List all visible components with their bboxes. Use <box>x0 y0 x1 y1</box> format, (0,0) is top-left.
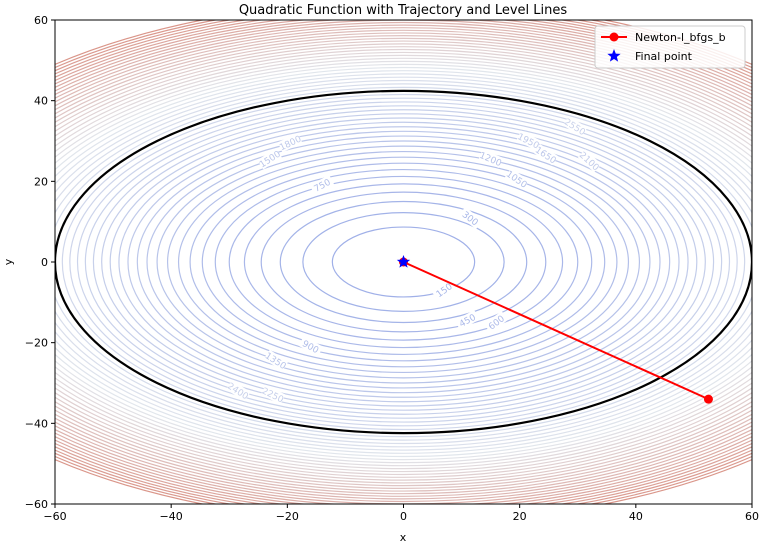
trajectory-line <box>403 261 709 401</box>
contour-line <box>55 35 752 489</box>
y-tick-label: 0 <box>41 256 48 269</box>
y-tick-label: −60 <box>25 498 48 511</box>
contour-label-bg <box>484 311 509 334</box>
contour-label-bg <box>431 278 457 301</box>
contour-label-bg <box>458 206 483 230</box>
x-tick-label: −20 <box>276 510 299 523</box>
contour-line <box>302 212 505 312</box>
contour-line <box>189 156 618 368</box>
final-point-star <box>396 255 411 268</box>
contour-line <box>55 32 752 492</box>
contour-line <box>55 37 752 487</box>
contour-label-bg <box>260 384 286 405</box>
axis-ticks: −60 −40 −20 0 20 40 60 −60 −40 −20 0 20 40 60 <box>25 14 759 523</box>
x-tick-label: 60 <box>745 510 759 523</box>
contour-label-bg <box>454 309 480 331</box>
y-tick-label: 60 <box>34 14 48 27</box>
contour-line <box>55 54 752 470</box>
contour-label-bg <box>562 115 588 137</box>
contour-label-bg <box>533 144 559 166</box>
y-tick-label: −20 <box>25 337 48 350</box>
contour-line <box>55 22 752 502</box>
contour-line <box>279 200 528 324</box>
contour-line <box>76 101 731 423</box>
contour-line <box>243 183 564 341</box>
contour-line <box>55 63 752 461</box>
legend-marker-trajectory <box>609 32 619 42</box>
contour-label-bg <box>577 149 602 173</box>
x-tick-label: 20 <box>513 510 527 523</box>
contour-line <box>177 150 630 374</box>
contour-line <box>146 135 661 389</box>
contour-label-bg <box>298 336 324 357</box>
contour-line <box>55 46 752 478</box>
y-tick-label: 40 <box>34 95 48 108</box>
contour-label-bg <box>478 149 504 169</box>
contour-line <box>55 73 752 451</box>
contour-line <box>55 27 752 497</box>
contour-line <box>55 86 752 438</box>
contour-line <box>55 51 752 473</box>
legend-marker-final <box>607 49 621 62</box>
x-axis-label: x <box>400 531 407 544</box>
x-tick-label: 40 <box>629 510 643 523</box>
contour-line <box>228 175 579 349</box>
y-axis-label: y <box>2 258 15 265</box>
y-tick-label: −40 <box>25 417 48 430</box>
x-tick-label: −60 <box>43 510 66 523</box>
contour-label-bg <box>504 168 530 190</box>
contour-line <box>118 121 689 403</box>
legend-box <box>594 25 746 69</box>
contour-line <box>55 76 752 448</box>
contour-line <box>84 105 723 419</box>
chart-title: Quadratic Function with Trajectory and L… <box>239 3 568 18</box>
contour-line <box>55 79 752 445</box>
contour-line <box>101 113 706 411</box>
contour-label-bg <box>263 349 289 371</box>
contour-label-bg <box>516 130 541 151</box>
contour-label-bg <box>309 174 335 195</box>
y-tick-label: 20 <box>34 175 48 188</box>
contour-line <box>55 60 752 464</box>
contour-line <box>127 126 680 398</box>
contour-line <box>55 66 752 458</box>
x-tick-label: 0 <box>400 510 407 523</box>
contour-line <box>92 109 715 415</box>
contour-line <box>260 191 547 333</box>
contour-label-bg <box>257 148 282 170</box>
contour-line <box>109 117 698 407</box>
contour-line <box>156 140 651 384</box>
contour-label-bg <box>226 380 251 402</box>
legend-label-trajectory: Newton-l_bfgs_b <box>635 31 726 44</box>
contour-line <box>214 168 593 356</box>
contour-label-bg <box>277 132 303 153</box>
trajectory-point <box>703 394 713 404</box>
trajectory-series <box>396 255 713 404</box>
x-tick-label: −40 <box>160 510 183 523</box>
highlight-contour-line <box>55 89 752 435</box>
contour-line <box>166 145 641 379</box>
contour-line <box>55 83 752 441</box>
contour-line <box>61 93 746 431</box>
contour-line <box>55 70 752 454</box>
contour-line <box>331 226 476 298</box>
legend-label-final: Final point <box>635 50 693 63</box>
contour-line <box>55 48 752 476</box>
legend: Newton-l_bfgs_b Final point <box>594 25 746 69</box>
contour-line <box>136 130 671 394</box>
contour-lines <box>55 20 752 504</box>
contour-line <box>55 43 752 481</box>
contour-line <box>55 24 752 500</box>
contour-line <box>69 97 738 427</box>
contour-line <box>55 40 752 484</box>
contour-line <box>55 57 752 467</box>
contour-line <box>55 29 752 495</box>
contour-line <box>201 162 606 362</box>
